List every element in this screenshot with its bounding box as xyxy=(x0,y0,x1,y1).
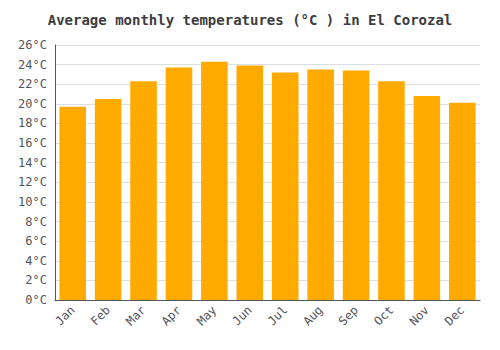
svg-text:Jan: Jan xyxy=(52,303,77,328)
svg-text:20°C: 20°C xyxy=(18,97,47,111)
svg-text:4°C: 4°C xyxy=(25,254,47,268)
svg-text:Dec: Dec xyxy=(442,303,467,328)
svg-text:22°C: 22°C xyxy=(18,77,47,91)
svg-text:Mar: Mar xyxy=(123,303,148,328)
svg-text:14°C: 14°C xyxy=(18,156,47,170)
svg-text:Jun: Jun xyxy=(230,303,255,328)
svg-text:Oct: Oct xyxy=(371,303,396,328)
svg-text:2°C: 2°C xyxy=(25,273,47,287)
svg-text:Average monthly temperatures (: Average monthly temperatures (°C ) in El… xyxy=(48,12,453,28)
svg-text:24°C: 24°C xyxy=(18,58,47,72)
svg-text:16°C: 16°C xyxy=(18,136,47,150)
svg-text:18°C: 18°C xyxy=(18,116,47,130)
svg-text:10°C: 10°C xyxy=(18,195,47,209)
svg-text:0°C: 0°C xyxy=(25,293,47,307)
svg-text:Jul: Jul xyxy=(265,303,290,328)
svg-text:Feb: Feb xyxy=(88,303,113,328)
svg-text:26°C: 26°C xyxy=(18,38,47,52)
svg-text:Nov: Nov xyxy=(407,303,432,328)
svg-text:Apr: Apr xyxy=(159,303,184,328)
svg-text:6°C: 6°C xyxy=(25,234,47,248)
svg-text:Sep: Sep xyxy=(336,303,361,328)
svg-text:12°C: 12°C xyxy=(18,175,47,189)
svg-text:Aug: Aug xyxy=(300,303,325,328)
svg-text:8°C: 8°C xyxy=(25,215,47,229)
svg-text:May: May xyxy=(194,303,219,328)
